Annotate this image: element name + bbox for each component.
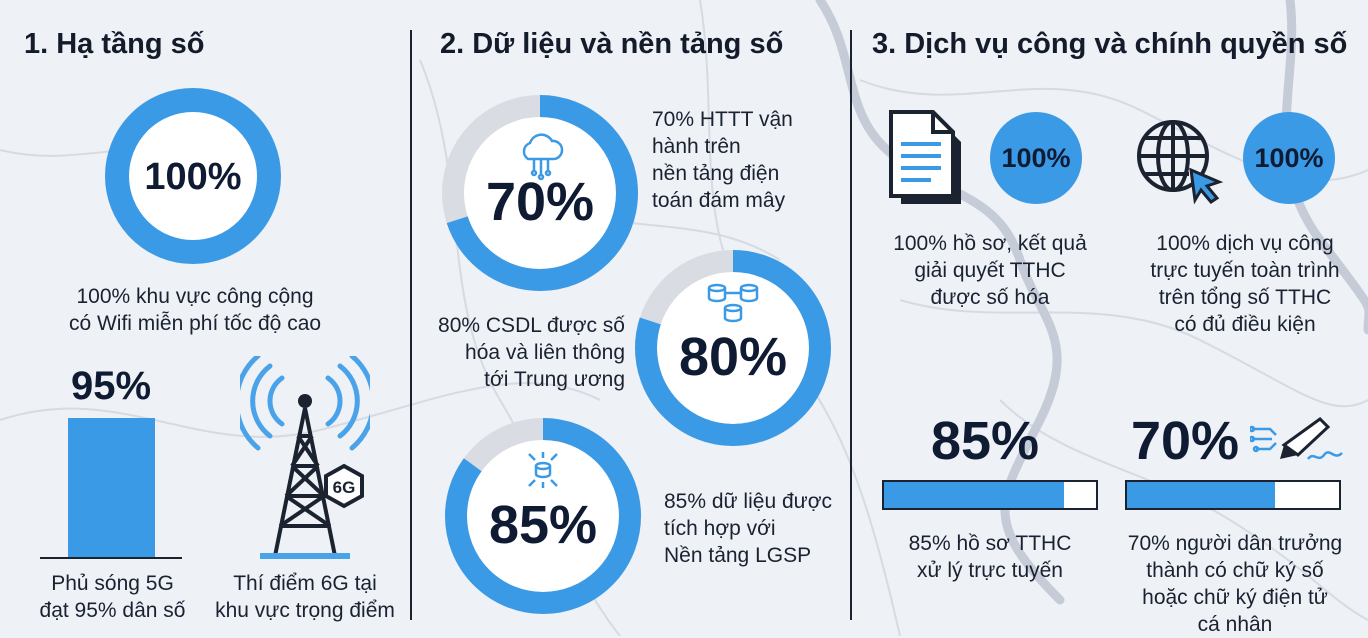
- wifi-caption: 100% khu vực công cộng có Wifi miễn phí …: [30, 283, 360, 337]
- online-caption-line1: 100% dịch vụ công: [1156, 232, 1334, 255]
- database-ring: 80%: [633, 248, 833, 448]
- online-processing-caption-line1: 85% hồ sơ TTHC: [908, 532, 1072, 555]
- digitized-value: 100%: [1001, 142, 1071, 173]
- cloud-caption-line3: nền tảng điện: [652, 162, 780, 185]
- online-processing-caption-line2: xử lý trực tuyến: [917, 559, 1063, 582]
- globe-cursor-icon: [1137, 120, 1224, 205]
- database-link-icon: [707, 283, 759, 323]
- signature-caption: 70% người dân trưởng thành có chữ ký số …: [1110, 530, 1360, 638]
- coverage5g-caption-line1: Phủ sóng 5G: [51, 572, 174, 595]
- cloud-caption-line1: 70% HTTT vận: [652, 108, 793, 131]
- wifi-ring-arc: [105, 88, 281, 264]
- signature-caption-line4: cá nhân: [1197, 613, 1273, 636]
- database-caption-line1: 80% CSDL được số: [438, 314, 625, 337]
- document-icon: [889, 110, 961, 204]
- online-circle: 100%: [1243, 112, 1335, 204]
- cloud-value: 70%: [485, 172, 595, 232]
- data-integration-icon: [528, 452, 558, 488]
- signature-bar-fill: [1127, 482, 1276, 508]
- integration-caption: 85% dữ liệu được tích hợp với Nền tảng L…: [664, 488, 849, 569]
- signature-bar: [1125, 480, 1341, 510]
- cloud-caption-line4: toán đám mây: [652, 189, 786, 212]
- integration-ring: 85%: [443, 416, 643, 616]
- online-value: 100%: [1254, 142, 1324, 173]
- section-1-title: 1. Hạ tầng số: [24, 28, 205, 60]
- cloud-computing-icon: [522, 133, 564, 181]
- wifi-caption-line1: 100% khu vực công cộng: [76, 285, 314, 308]
- online-processing-bar-fill: [884, 482, 1065, 508]
- coverage5g-value: 95%: [70, 364, 152, 408]
- online-processing-caption: 85% hồ sơ TTHC xử lý trực tuyến: [870, 530, 1110, 584]
- signature-value: 70%: [1130, 411, 1240, 471]
- section-2-title: 2. Dữ liệu và nền tảng số: [440, 28, 784, 60]
- section-divider: [410, 30, 412, 620]
- database-value: 80%: [678, 327, 788, 387]
- cell-tower-icon: 6G: [240, 356, 370, 559]
- integration-caption-line1: 85% dữ liệu được: [664, 490, 832, 513]
- section-divider: [850, 30, 852, 620]
- signature-caption-line3: hoặc chữ ký điện tử: [1142, 586, 1328, 609]
- pilot6g-badge: 6G: [333, 478, 356, 497]
- cloud-ring-arc: [442, 95, 638, 291]
- digitized-caption-line3: được số hóa: [930, 286, 1050, 309]
- online-caption-line3: trên tổng số TTHC: [1158, 286, 1332, 309]
- pilot6g-caption: Thí điểm 6G tại khu vực trọng điểm: [205, 570, 405, 624]
- section-3-title: 3. Dịch vụ công và chính quyền số: [872, 28, 1348, 60]
- cloud-ring: 70%: [440, 93, 640, 293]
- online-processing-value: 85%: [930, 411, 1040, 471]
- cloud-caption: 70% HTTT vận hành trên nền tảng điện toá…: [652, 106, 842, 214]
- digitized-circle: 100%: [990, 112, 1082, 204]
- digitized-caption: 100% hồ sơ, kết quả giải quyết TTHC được…: [870, 230, 1110, 311]
- signature-pen-icon: [1250, 417, 1343, 460]
- online-caption: 100% dịch vụ công trực tuyến toàn trình …: [1120, 230, 1368, 338]
- database-caption: 80% CSDL được số hóa và liên thông tới T…: [420, 312, 625, 393]
- digitized-caption-line2: giải quyết TTHC: [914, 259, 1066, 282]
- online-caption-line4: có đủ điều kiện: [1174, 313, 1316, 336]
- wifi-value: 100%: [144, 156, 242, 198]
- integration-value: 85%: [488, 495, 598, 555]
- digitized-caption-line1: 100% hồ sơ, kết quả: [893, 232, 1087, 255]
- coverage5g-baseline: [40, 557, 182, 559]
- pilot6g-caption-line1: Thí điểm 6G tại: [233, 572, 377, 595]
- signature-caption-line1: 70% người dân trưởng: [1127, 532, 1343, 555]
- database-caption-line2: hóa và liên thông: [465, 341, 625, 364]
- integration-caption-line2: tích hợp với: [664, 517, 776, 540]
- cloud-caption-line2: hành trên: [652, 135, 741, 158]
- database-ring-arc: [635, 250, 831, 446]
- wifi-ring: 100%: [103, 86, 283, 266]
- integration-caption-line3: Nền tảng LGSP: [664, 544, 812, 567]
- coverage5g-bar: [68, 418, 155, 558]
- integration-ring-arc: [445, 418, 641, 614]
- coverage5g-caption-line2: đạt 95% dân số: [39, 599, 186, 622]
- coverage5g-caption: Phủ sóng 5G đạt 95% dân số: [20, 570, 205, 624]
- online-processing-bar: [882, 480, 1098, 510]
- database-caption-line3: tới Trung ương: [484, 368, 625, 391]
- pilot6g-caption-line2: khu vực trọng điểm: [215, 599, 395, 622]
- online-caption-line2: trực tuyến toàn trình: [1150, 259, 1340, 282]
- wifi-caption-line2: có Wifi miễn phí tốc độ cao: [68, 312, 322, 335]
- signature-caption-line2: thành có chữ ký số: [1146, 559, 1324, 582]
